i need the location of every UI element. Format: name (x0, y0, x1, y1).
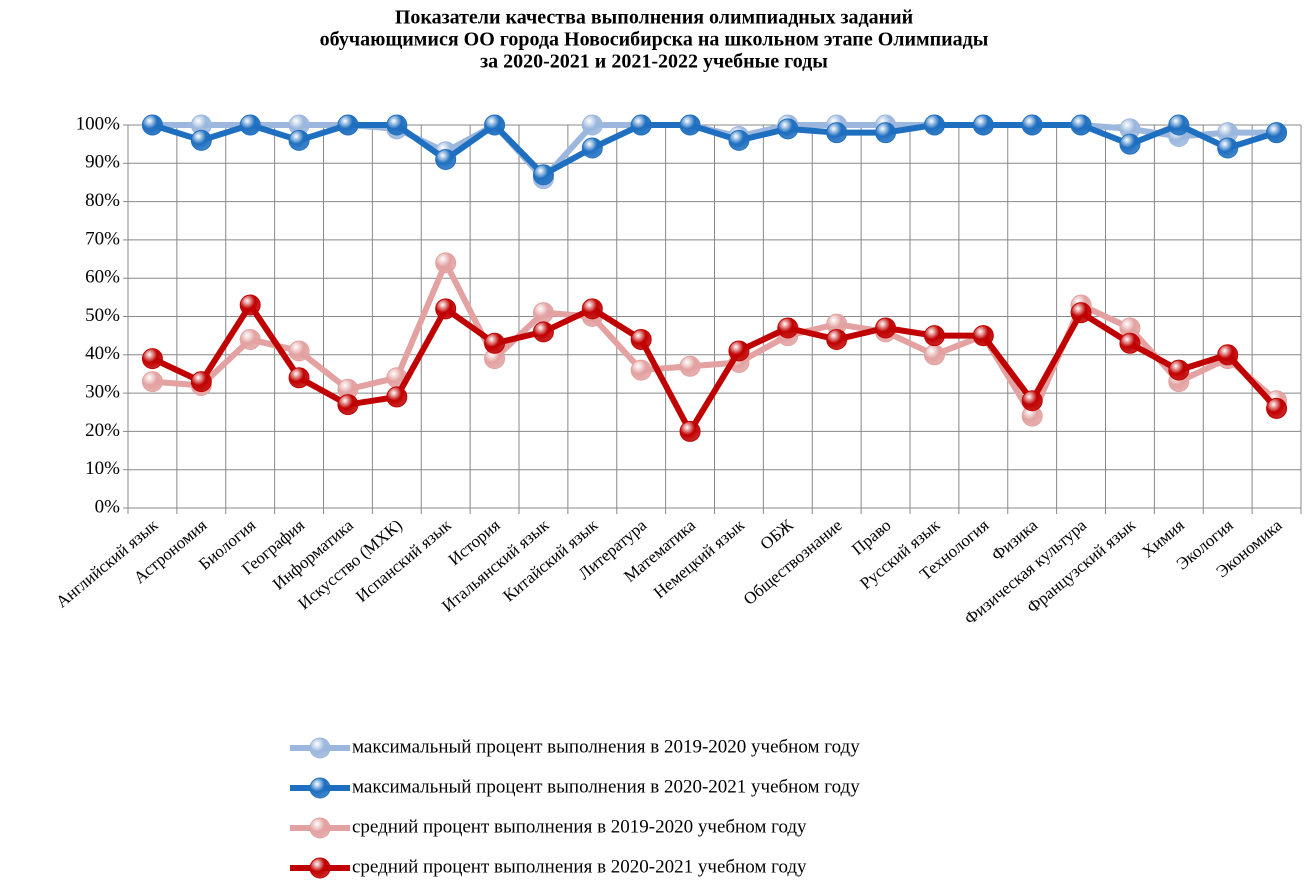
data-point (239, 294, 261, 316)
data-point (581, 137, 603, 159)
data-point (679, 355, 701, 377)
data-point (337, 394, 359, 416)
data-point (630, 359, 652, 381)
data-point (435, 148, 457, 170)
y-tick-label: 40% (85, 343, 120, 364)
y-tick-label: 30% (85, 381, 120, 402)
data-point (435, 252, 457, 274)
data-point (1021, 114, 1043, 136)
data-point (239, 114, 261, 136)
data-point (532, 302, 554, 324)
data-point (777, 317, 799, 339)
data-point (1119, 332, 1141, 354)
data-point (581, 114, 603, 136)
y-tick-label: 100% (76, 113, 121, 134)
data-point (386, 114, 408, 136)
legend-label: средний процент выполнения в 2020-2021 у… (352, 856, 807, 877)
data-point (141, 348, 163, 370)
data-point (141, 114, 163, 136)
data-point (190, 371, 212, 393)
data-point (728, 340, 750, 362)
legend-marker (309, 857, 331, 879)
y-tick-label: 80% (85, 190, 120, 211)
data-point (679, 420, 701, 442)
data-point (190, 129, 212, 151)
legend-marker (309, 737, 331, 759)
data-point (581, 298, 603, 320)
data-point (435, 298, 457, 320)
legend-marker (309, 817, 331, 839)
data-point (1266, 122, 1288, 144)
data-point (679, 114, 701, 136)
data-point (1119, 133, 1141, 155)
data-point (239, 328, 261, 350)
legend-label: максимальный процент выполнения в 2020-2… (352, 776, 860, 797)
chart-title: за 2020-2021 и 2021-2022 учебные годы (480, 51, 828, 73)
y-tick-label: 50% (85, 305, 120, 326)
data-point (484, 332, 506, 354)
data-point (972, 114, 994, 136)
data-point (532, 321, 554, 343)
chart-title: Показатели качества выполнения олимпиадн… (395, 7, 913, 29)
data-point (923, 325, 945, 347)
y-tick-label: 70% (85, 228, 120, 249)
data-point (1168, 114, 1190, 136)
data-point (1070, 114, 1092, 136)
legend-label: максимальный процент выполнения в 2019-2… (352, 736, 860, 757)
data-point (1217, 344, 1239, 366)
data-point (1070, 302, 1092, 324)
data-point (875, 122, 897, 144)
data-point (923, 344, 945, 366)
legend-label: средний процент выполнения в 2019-2020 у… (352, 816, 807, 837)
data-point (337, 114, 359, 136)
data-point (630, 114, 652, 136)
data-point (972, 325, 994, 347)
data-point (777, 118, 799, 140)
data-point (728, 129, 750, 151)
data-point (875, 317, 897, 339)
y-tick-label: 20% (85, 420, 120, 441)
data-point (1168, 359, 1190, 381)
data-point (630, 328, 652, 350)
data-point (288, 367, 310, 389)
data-point (288, 340, 310, 362)
x-tick-label: ОБЖ (756, 515, 797, 554)
data-point (826, 122, 848, 144)
chart-title: обучающимися ОО города Новосибирска на ш… (320, 29, 989, 51)
data-point (1021, 390, 1043, 412)
y-tick-label: 90% (85, 152, 120, 173)
data-point (826, 328, 848, 350)
y-tick-label: 0% (95, 496, 121, 517)
y-tick-label: 60% (85, 267, 120, 288)
y-tick-label: 10% (85, 458, 120, 479)
data-point (386, 386, 408, 408)
data-point (923, 114, 945, 136)
legend-marker (309, 777, 331, 799)
data-point (288, 129, 310, 151)
data-point (1266, 397, 1288, 419)
data-point (532, 164, 554, 186)
data-point (484, 114, 506, 136)
data-point (141, 371, 163, 393)
data-point (1217, 137, 1239, 159)
